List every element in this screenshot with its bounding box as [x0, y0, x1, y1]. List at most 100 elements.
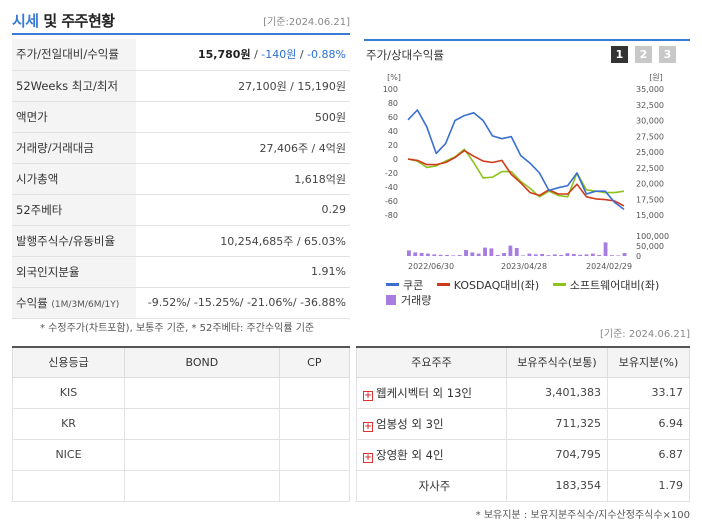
row-label: 액면가 — [12, 101, 136, 133]
legend-bar-swatch — [386, 294, 396, 305]
chart-header: 주가/상대수익률 1 2 3 — [364, 39, 690, 67]
change-rate: -0.88% — [307, 48, 346, 62]
shareholder-name-text: 엄봉성 외 3인 — [376, 416, 444, 431]
title-accent: 시세 — [12, 12, 39, 30]
row-label-text: 수익률 — [16, 295, 48, 310]
volume-bar — [483, 247, 487, 256]
left-axis-tick-label: -20 — [385, 169, 398, 178]
legend-label: 소프트웨어대비(좌) — [569, 278, 660, 292]
separator: / — [250, 48, 262, 62]
table-row: 자사주 183,354 1.79 — [356, 469, 690, 502]
expand-icon[interactable]: + — [363, 390, 373, 401]
row-label: 52주베타 — [12, 194, 136, 226]
series-line — [407, 109, 625, 211]
table-row: 52Weeks 최고/최저 27,100원 / 15,190원 — [12, 70, 350, 102]
volume-bar — [546, 255, 551, 256]
column-header: 보유주식수(보통) — [506, 346, 608, 378]
bond-rating — [124, 438, 280, 471]
legend-item: 거래량 — [386, 292, 431, 307]
price-chart: [%] [원] 100 80 60 40 20 0 -20 -40 -60 -80 35,000 32,5… — [364, 69, 690, 309]
left-axis-tick-label: 80 — [388, 99, 398, 108]
bond-rating — [124, 376, 280, 409]
volume-bar — [489, 248, 494, 256]
left-axis-tick-label: 60 — [388, 113, 398, 122]
table-row: 액면가 500원 — [12, 101, 350, 133]
row-label: 수익률 (1M/3M/6M/1Y) — [12, 287, 136, 319]
row-label: 주가/전일대비/수익률 — [12, 39, 136, 71]
bond-rating — [124, 469, 280, 502]
volume-bar — [476, 253, 481, 256]
row-label: 거래량/거래대금 — [12, 132, 136, 164]
major-shareholders-table: 주요주주 보유주식수(보통) 보유지분(%) + 웹케시벡터 외 13인 3,40… — [356, 346, 690, 502]
volume-bar — [622, 253, 627, 256]
volume-bar — [533, 254, 538, 256]
volume-bar — [590, 253, 595, 256]
left-axis-tick-label: 40 — [388, 127, 398, 136]
right-axis-tick-label: 32,500 — [636, 101, 664, 110]
volume-bar — [521, 255, 526, 256]
shareholder-name[interactable]: + 장영환 외 4인 — [356, 438, 507, 471]
legend-item: 소프트웨어대비(좌) — [552, 277, 660, 292]
treasury-stock-label: 자사주 — [356, 469, 507, 502]
table-row: 시가총액 1,618억원 — [12, 163, 350, 195]
x-axis-tick-label: 2022/06/30 — [408, 262, 454, 271]
row-label: 발행주식수/유동비율 — [12, 225, 136, 257]
shareholder-name[interactable]: + 웹케시벡터 외 13인 — [356, 376, 507, 409]
series-line — [407, 148, 625, 198]
shares-held: 711,325 — [506, 407, 608, 440]
summary-footnote: * 수정주가(차트포함), 보통주 기준, * 52주베타: 주간수익률 기준 — [40, 323, 315, 334]
row-value: 1,618억원 — [136, 163, 350, 195]
chart-page-1-button[interactable]: 1 — [611, 46, 628, 63]
column-header: 보유지분(%) — [607, 346, 690, 378]
right-axis-unit: [원] — [649, 73, 663, 82]
agency-name: KR — [12, 407, 125, 440]
price-change-value: 15,780원 / -140원 / -0.88% — [136, 39, 350, 71]
right-axis-tick-label: 22,500 — [636, 164, 664, 173]
legend-line-swatch — [386, 283, 399, 286]
table-row: KIS — [12, 376, 351, 409]
table-header-row: 주요주주 보유주식수(보통) 보유지분(%) — [356, 346, 690, 378]
right-axis-tick-label: 27,500 — [636, 132, 664, 141]
volume-axis-tick-label: 100,000 — [636, 232, 669, 241]
shareholder-name-text: 웹케시벡터 외 13인 — [376, 385, 473, 400]
table-header-row: 신용등급 BOND CP — [12, 346, 351, 378]
volume-bar — [438, 254, 443, 256]
chart-reference-date: [기준: 2024.06.21] — [599, 329, 690, 340]
left-axis-tick-label: 100 — [383, 85, 398, 94]
expand-icon[interactable]: + — [363, 421, 373, 432]
volume-bar — [464, 250, 468, 256]
right-axis-tick-label: 20,000 — [636, 180, 664, 189]
volume-bar — [559, 255, 564, 256]
cp-rating — [278, 376, 351, 409]
column-header: 주요주주 — [356, 346, 507, 378]
volume-bar — [470, 252, 475, 256]
column-header: BOND — [124, 346, 280, 378]
separator: / — [296, 48, 308, 62]
left-axis-tick-label: -40 — [385, 183, 398, 192]
legend-item: 쿠콘 — [386, 277, 423, 292]
volume-bar — [457, 255, 462, 256]
reference-date: [기준:2024.06.21] — [263, 17, 350, 28]
column-header: 신용등급 — [12, 346, 125, 378]
row-label-sub: (1M/3M/6M/1Y) — [51, 299, 120, 310]
column-header: CP — [278, 346, 351, 378]
table-row: KR — [12, 407, 351, 440]
ownership-pct: 6.87 — [607, 438, 690, 471]
volume-bar — [502, 253, 506, 256]
volume-bar — [445, 255, 449, 256]
row-label: 시가총액 — [12, 163, 136, 195]
shareholder-name[interactable]: + 엄봉성 외 3인 — [356, 407, 507, 440]
table-row: + 엄봉성 외 3인 711,325 6.94 — [356, 407, 690, 440]
ownership-pct: 33.17 — [607, 376, 690, 409]
row-label: 52Weeks 최고/최저 — [12, 70, 136, 102]
row-value: 1.91% — [136, 256, 350, 288]
row-value: 500원 — [136, 101, 350, 133]
chart-page-2-button[interactable]: 2 — [635, 46, 652, 63]
chart-page-3-button[interactable]: 3 — [659, 46, 676, 63]
expand-icon[interactable]: + — [363, 452, 373, 463]
table-row — [12, 469, 351, 502]
volume-bar — [578, 254, 583, 256]
left-axis-tick-label: 20 — [388, 141, 398, 150]
volume-bar — [609, 255, 614, 256]
right-axis-tick-label: 15,000 — [636, 211, 664, 220]
